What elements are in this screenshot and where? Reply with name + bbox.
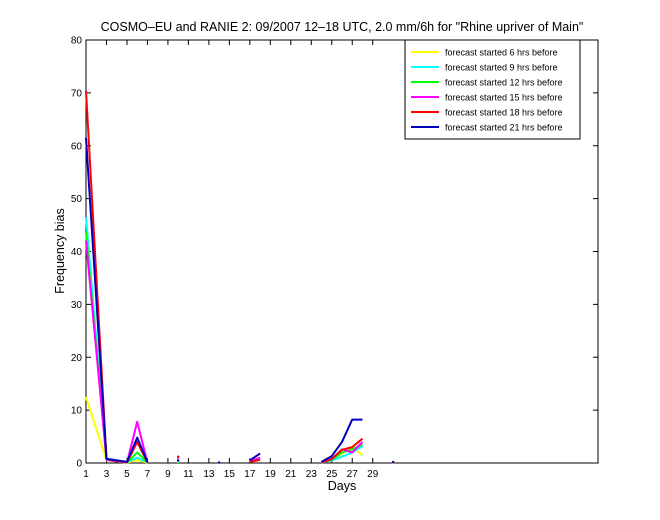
y-tick-label: 50: [71, 194, 83, 205]
series-point: [392, 460, 395, 464]
legend-label: forecast started 12 hrs before: [445, 78, 563, 88]
x-tick-label: 7: [145, 469, 151, 480]
x-tick-label: 5: [124, 469, 130, 480]
y-tick-label: 80: [71, 36, 83, 47]
x-tick-label: 13: [203, 469, 215, 480]
legend-box: [404, 39, 581, 140]
x-tick-label: 3: [104, 469, 110, 480]
y-axis-label: Frequency bias: [53, 208, 67, 293]
x-tick-label: 1: [83, 469, 89, 480]
y-tick-label: 40: [71, 247, 83, 258]
y-tick-label: 20: [71, 353, 83, 364]
legend-label: forecast started 15 hrs before: [445, 93, 563, 103]
x-tick-label: 11: [183, 469, 194, 480]
x-tick-label: 29: [367, 469, 379, 480]
legend: forecast started 6 hrs before forecast st…: [404, 39, 581, 140]
series-point: [176, 459, 180, 462]
x-tick-label: 25: [326, 469, 338, 480]
legend-label: forecast started 6 hrs before: [445, 48, 558, 58]
x-tick-label: 23: [306, 469, 318, 480]
x-tick-label: 21: [285, 469, 297, 480]
series-line: [249, 452, 261, 462]
chart-title: COSMO–EU and RANIE 2: 09/2007 12–18 UTC,…: [101, 20, 584, 34]
x-tick-label: 17: [244, 469, 256, 480]
series-point: [217, 461, 221, 464]
series: [85, 137, 395, 464]
legend-label: forecast started 21 hrs before: [445, 123, 563, 133]
x-tick-label: 9: [165, 469, 171, 480]
legend-label: forecast started 9 hrs before: [445, 63, 558, 73]
series-line: [321, 418, 363, 463]
y-tick-label: 10: [71, 406, 83, 417]
y-tick-label: 0: [76, 459, 82, 470]
y-tick-label: 60: [71, 141, 83, 152]
y-tick-label: 30: [71, 300, 83, 311]
y-tick-label: 70: [71, 88, 83, 99]
x-tick-label: 27: [347, 469, 359, 480]
series-layer: [85, 90, 395, 464]
series-line: [249, 458, 261, 463]
x-axis-label: Days: [328, 479, 356, 493]
series-line: [85, 137, 149, 463]
x-tick-label: 19: [265, 469, 277, 480]
legend-label: forecast started 18 hrs before: [445, 108, 563, 118]
series-point: [176, 455, 180, 458]
x-tick-label: 15: [224, 469, 236, 480]
series-line: [321, 437, 364, 464]
